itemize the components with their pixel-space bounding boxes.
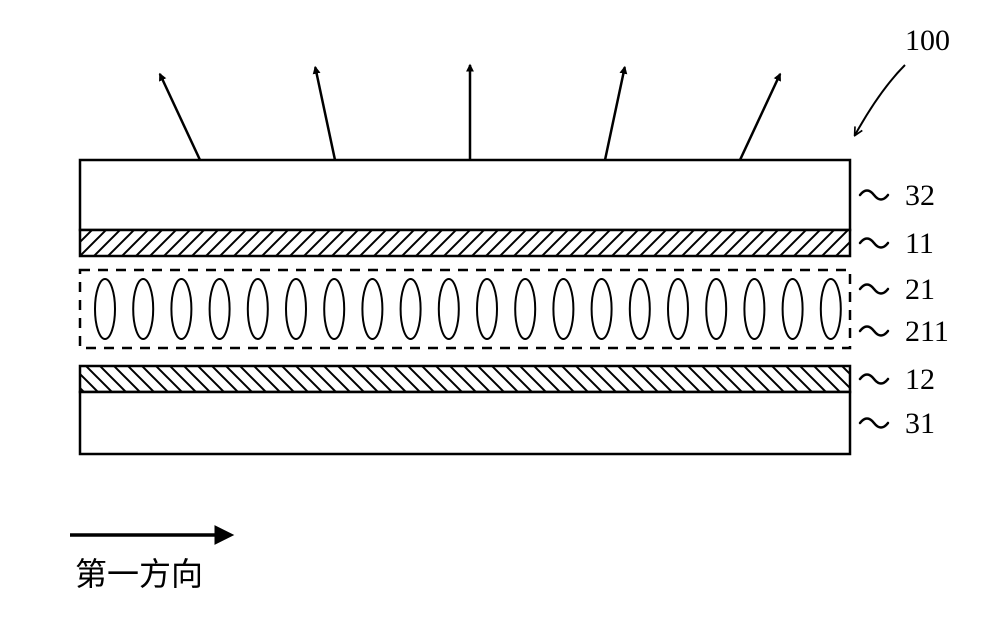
tilde-211 (860, 327, 888, 336)
tilde-12 (860, 375, 888, 384)
tilde-11 (860, 239, 888, 248)
label-31: 31 (905, 407, 935, 440)
lc-molecule (630, 279, 650, 339)
lc-molecule (515, 279, 535, 339)
direction-indicator: 第一方向 (70, 535, 230, 592)
tilde-21 (860, 285, 888, 294)
layer-stack (80, 160, 850, 454)
layer-32 (80, 160, 850, 230)
lc-molecule (324, 279, 344, 339)
label-11: 11 (905, 227, 934, 260)
lc-molecule (439, 279, 459, 339)
lc-molecule (477, 279, 497, 339)
callout-100: 100 (855, 24, 950, 135)
label-100: 100 (905, 24, 950, 57)
emission-arrow-1 (315, 67, 335, 160)
label-12: 12 (905, 363, 935, 396)
layer-21 (80, 270, 850, 348)
lc-molecule (553, 279, 573, 339)
emission-arrows (160, 65, 780, 160)
emission-arrow-0 (160, 74, 200, 160)
lc-molecule (171, 279, 191, 339)
lc-molecule (592, 279, 612, 339)
emission-arrow-3 (605, 67, 625, 160)
lc-molecule (286, 279, 306, 339)
lc-molecule (210, 279, 230, 339)
lc-molecule (706, 279, 726, 339)
layer-labels: 32 11 21 211 12 31 (860, 179, 949, 440)
callout-100-arrow (855, 65, 905, 135)
lc-molecule (783, 279, 803, 339)
lc-molecule (95, 279, 115, 339)
lc-molecule (401, 279, 421, 339)
lc-molecule (668, 279, 688, 339)
direction-label: 第一方向 (75, 556, 203, 592)
lc-molecule (744, 279, 764, 339)
lc-molecule (133, 279, 153, 339)
layer-31 (80, 392, 850, 454)
label-21: 21 (905, 273, 935, 306)
label-32: 32 (905, 179, 935, 212)
lc-molecule (362, 279, 382, 339)
lc-molecule (821, 279, 841, 339)
emission-arrow-4 (740, 74, 780, 160)
tilde-32 (860, 191, 888, 200)
layer-11 (80, 230, 850, 256)
lc-molecule (248, 279, 268, 339)
label-211: 211 (905, 315, 949, 348)
tilde-31 (860, 419, 888, 428)
layer-12 (80, 366, 850, 392)
